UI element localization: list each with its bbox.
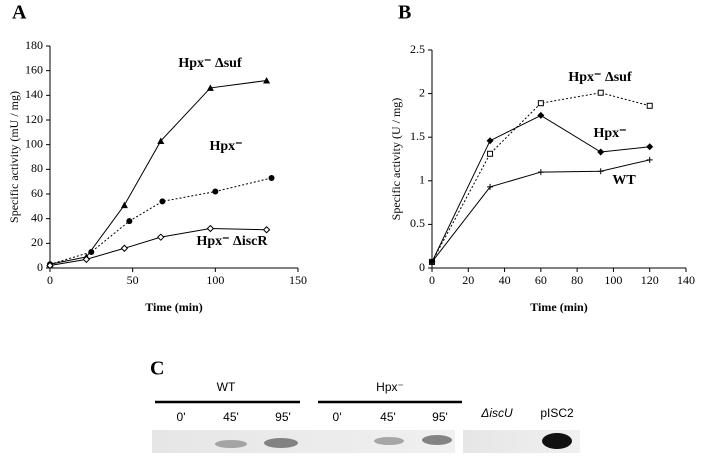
- band: [215, 440, 247, 448]
- x-tick-label: 100: [604, 273, 622, 287]
- y-tick-label: 60: [31, 186, 43, 200]
- marker: [206, 84, 214, 91]
- group-label: WT: [217, 380, 236, 394]
- marker: [126, 218, 133, 225]
- x-tick-label: 0: [429, 273, 435, 287]
- lane-label: 0': [333, 410, 342, 424]
- y-tick-label: 180: [25, 38, 43, 52]
- marker: [486, 137, 494, 145]
- marker: [646, 156, 653, 163]
- marker: [157, 233, 165, 241]
- series-line: [49, 228, 267, 267]
- band: [422, 435, 452, 445]
- y-tick-label: 40: [31, 210, 43, 224]
- marker: [537, 111, 545, 119]
- marker: [646, 143, 654, 151]
- panel-label: A: [12, 2, 27, 24]
- y-axis-label: Specific activity (mU / mg): [7, 91, 21, 223]
- y-tick-label: 2.5: [410, 42, 425, 56]
- y-tick-label: 0.5: [410, 216, 425, 230]
- y-tick-label: 2: [419, 85, 425, 99]
- x-tick-label: 0: [47, 273, 53, 287]
- marker: [263, 77, 271, 84]
- y-tick-label: 1: [419, 173, 425, 187]
- series-line: [49, 80, 267, 265]
- marker: [487, 183, 494, 190]
- marker: [206, 224, 215, 233]
- marker: [82, 255, 91, 264]
- x-tick-label: 20: [462, 273, 474, 287]
- control-label: pISC2: [540, 406, 574, 420]
- y-tick-label: 160: [25, 62, 43, 76]
- y-tick-label: 140: [25, 87, 43, 101]
- y-tick-label: 20: [31, 235, 43, 249]
- x-tick-label: 150: [289, 273, 307, 287]
- lane-label: 95': [275, 410, 291, 424]
- group-label: Hpx⁻: [376, 380, 404, 394]
- y-tick-label: 100: [25, 136, 43, 150]
- marker: [597, 168, 604, 175]
- x-tick-label: 140: [677, 273, 695, 287]
- series-label: Hpx⁻ Δsuf: [178, 56, 242, 71]
- marker: [429, 258, 435, 265]
- y-tick-label: 80: [31, 161, 43, 175]
- series-label: Hpx⁻ Δsuf: [568, 70, 632, 85]
- panel-label: C: [150, 358, 164, 380]
- marker: [120, 244, 129, 252]
- series-line: [49, 177, 272, 265]
- marker: [597, 148, 605, 156]
- y-tick-label: 0: [37, 260, 43, 274]
- gel-strip: [152, 430, 455, 453]
- band: [374, 437, 404, 445]
- x-tick-label: 100: [206, 273, 224, 287]
- series-label: WT: [612, 173, 636, 188]
- series-label: Hpx⁻ ΔiscR: [196, 234, 268, 249]
- x-tick-label: 80: [571, 273, 583, 287]
- x-tick-label: 120: [641, 273, 659, 287]
- lane-label: 45': [380, 410, 396, 424]
- x-tick-label: 40: [499, 273, 511, 287]
- band: [264, 438, 298, 448]
- marker: [537, 169, 544, 176]
- marker: [46, 261, 54, 270]
- marker: [268, 174, 275, 181]
- y-axis-label: Specific activity (U / mg): [389, 98, 403, 221]
- series-label: Hpx⁻: [209, 139, 242, 154]
- y-tick-label: 120: [25, 112, 43, 126]
- marker: [646, 102, 653, 109]
- x-axis-label: Time (min): [530, 300, 587, 314]
- x-tick-label: 60: [535, 273, 547, 287]
- marker: [262, 226, 271, 234]
- marker: [120, 201, 128, 209]
- y-tick-label: 1.5: [410, 129, 425, 143]
- control-label: ΔiscU: [480, 406, 513, 420]
- series-label: Hpx⁻: [593, 126, 626, 141]
- marker: [88, 248, 95, 255]
- marker: [159, 198, 166, 205]
- marker: [487, 150, 494, 157]
- x-axis-label: Time (min): [145, 300, 202, 314]
- band: [542, 433, 572, 449]
- lane-label: 45': [223, 410, 239, 424]
- marker: [157, 137, 165, 144]
- series-line: [431, 92, 650, 263]
- panel-label: B: [398, 2, 411, 24]
- marker: [597, 89, 604, 96]
- lane-label: 0': [177, 410, 186, 424]
- x-tick-label: 50: [127, 273, 139, 287]
- marker: [537, 100, 544, 107]
- marker: [212, 188, 219, 195]
- y-tick-label: 0: [419, 260, 425, 274]
- lane-label: 95': [432, 410, 448, 424]
